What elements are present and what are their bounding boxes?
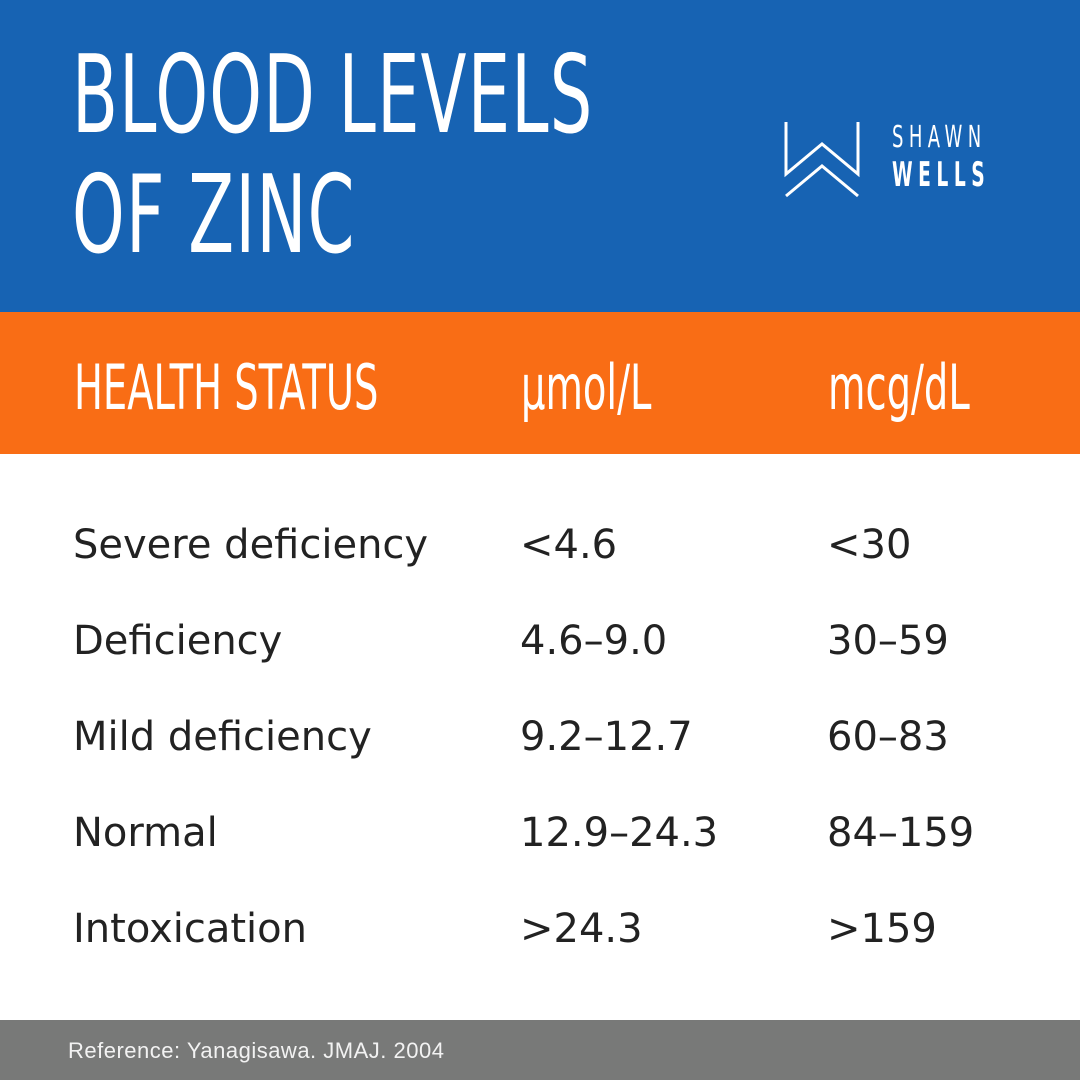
status-cell: Mild deficiency [73, 714, 372, 760]
column-header-umol: µmol/L [521, 351, 652, 424]
umol-cell: 4.6–9.0 [520, 618, 668, 664]
brand-name: SHAWN WELLS [892, 120, 1071, 194]
table-row: Severe deficiency <4.6 <30 [0, 510, 1080, 606]
column-header-mcg: mcg/dL [828, 351, 970, 424]
mcg-cell: 84–159 [827, 810, 975, 856]
mcg-cell: <30 [827, 522, 912, 568]
brand-line-1: SHAWN [892, 120, 987, 155]
status-cell: Severe deficiency [73, 522, 429, 568]
mcg-cell: 30–59 [827, 618, 949, 664]
umol-cell: 9.2–12.7 [520, 714, 693, 760]
table-row: Mild deficiency 9.2–12.7 60–83 [0, 702, 1080, 798]
title-line-2: OF ZINC [72, 153, 356, 278]
header-banner: BLOOD LEVELS OF ZINC SHAWN WELLS [0, 0, 1080, 312]
page-title: BLOOD LEVELS OF ZINC [72, 40, 594, 272]
status-cell: Intoxication [73, 906, 307, 952]
table-row: Intoxication >24.3 >159 [0, 894, 1080, 990]
w-chevron-logo-icon [784, 122, 860, 198]
brand-line-2: WELLS [892, 155, 991, 195]
title-line-1: BLOOD LEVELS [72, 33, 594, 158]
mcg-cell: 60–83 [827, 714, 949, 760]
umol-cell: <4.6 [520, 522, 618, 568]
table-header: HEALTH STATUS µmol/L mcg/dL [0, 312, 1080, 454]
table-body: Severe deficiency <4.6 <30 Deficiency 4.… [0, 510, 1080, 990]
status-cell: Deficiency [73, 618, 283, 664]
mcg-cell: >159 [827, 906, 937, 952]
column-header-status: HEALTH STATUS [74, 351, 379, 424]
table-row: Normal 12.9–24.3 84–159 [0, 798, 1080, 894]
umol-cell: 12.9–24.3 [520, 810, 719, 856]
umol-cell: >24.3 [520, 906, 643, 952]
footer-bar: Reference: Yanagisawa. JMAJ. 2004 [0, 1020, 1080, 1080]
table-row: Deficiency 4.6–9.0 30–59 [0, 606, 1080, 702]
reference-text: Reference: Yanagisawa. JMAJ. 2004 [68, 1038, 445, 1063]
status-cell: Normal [73, 810, 218, 856]
